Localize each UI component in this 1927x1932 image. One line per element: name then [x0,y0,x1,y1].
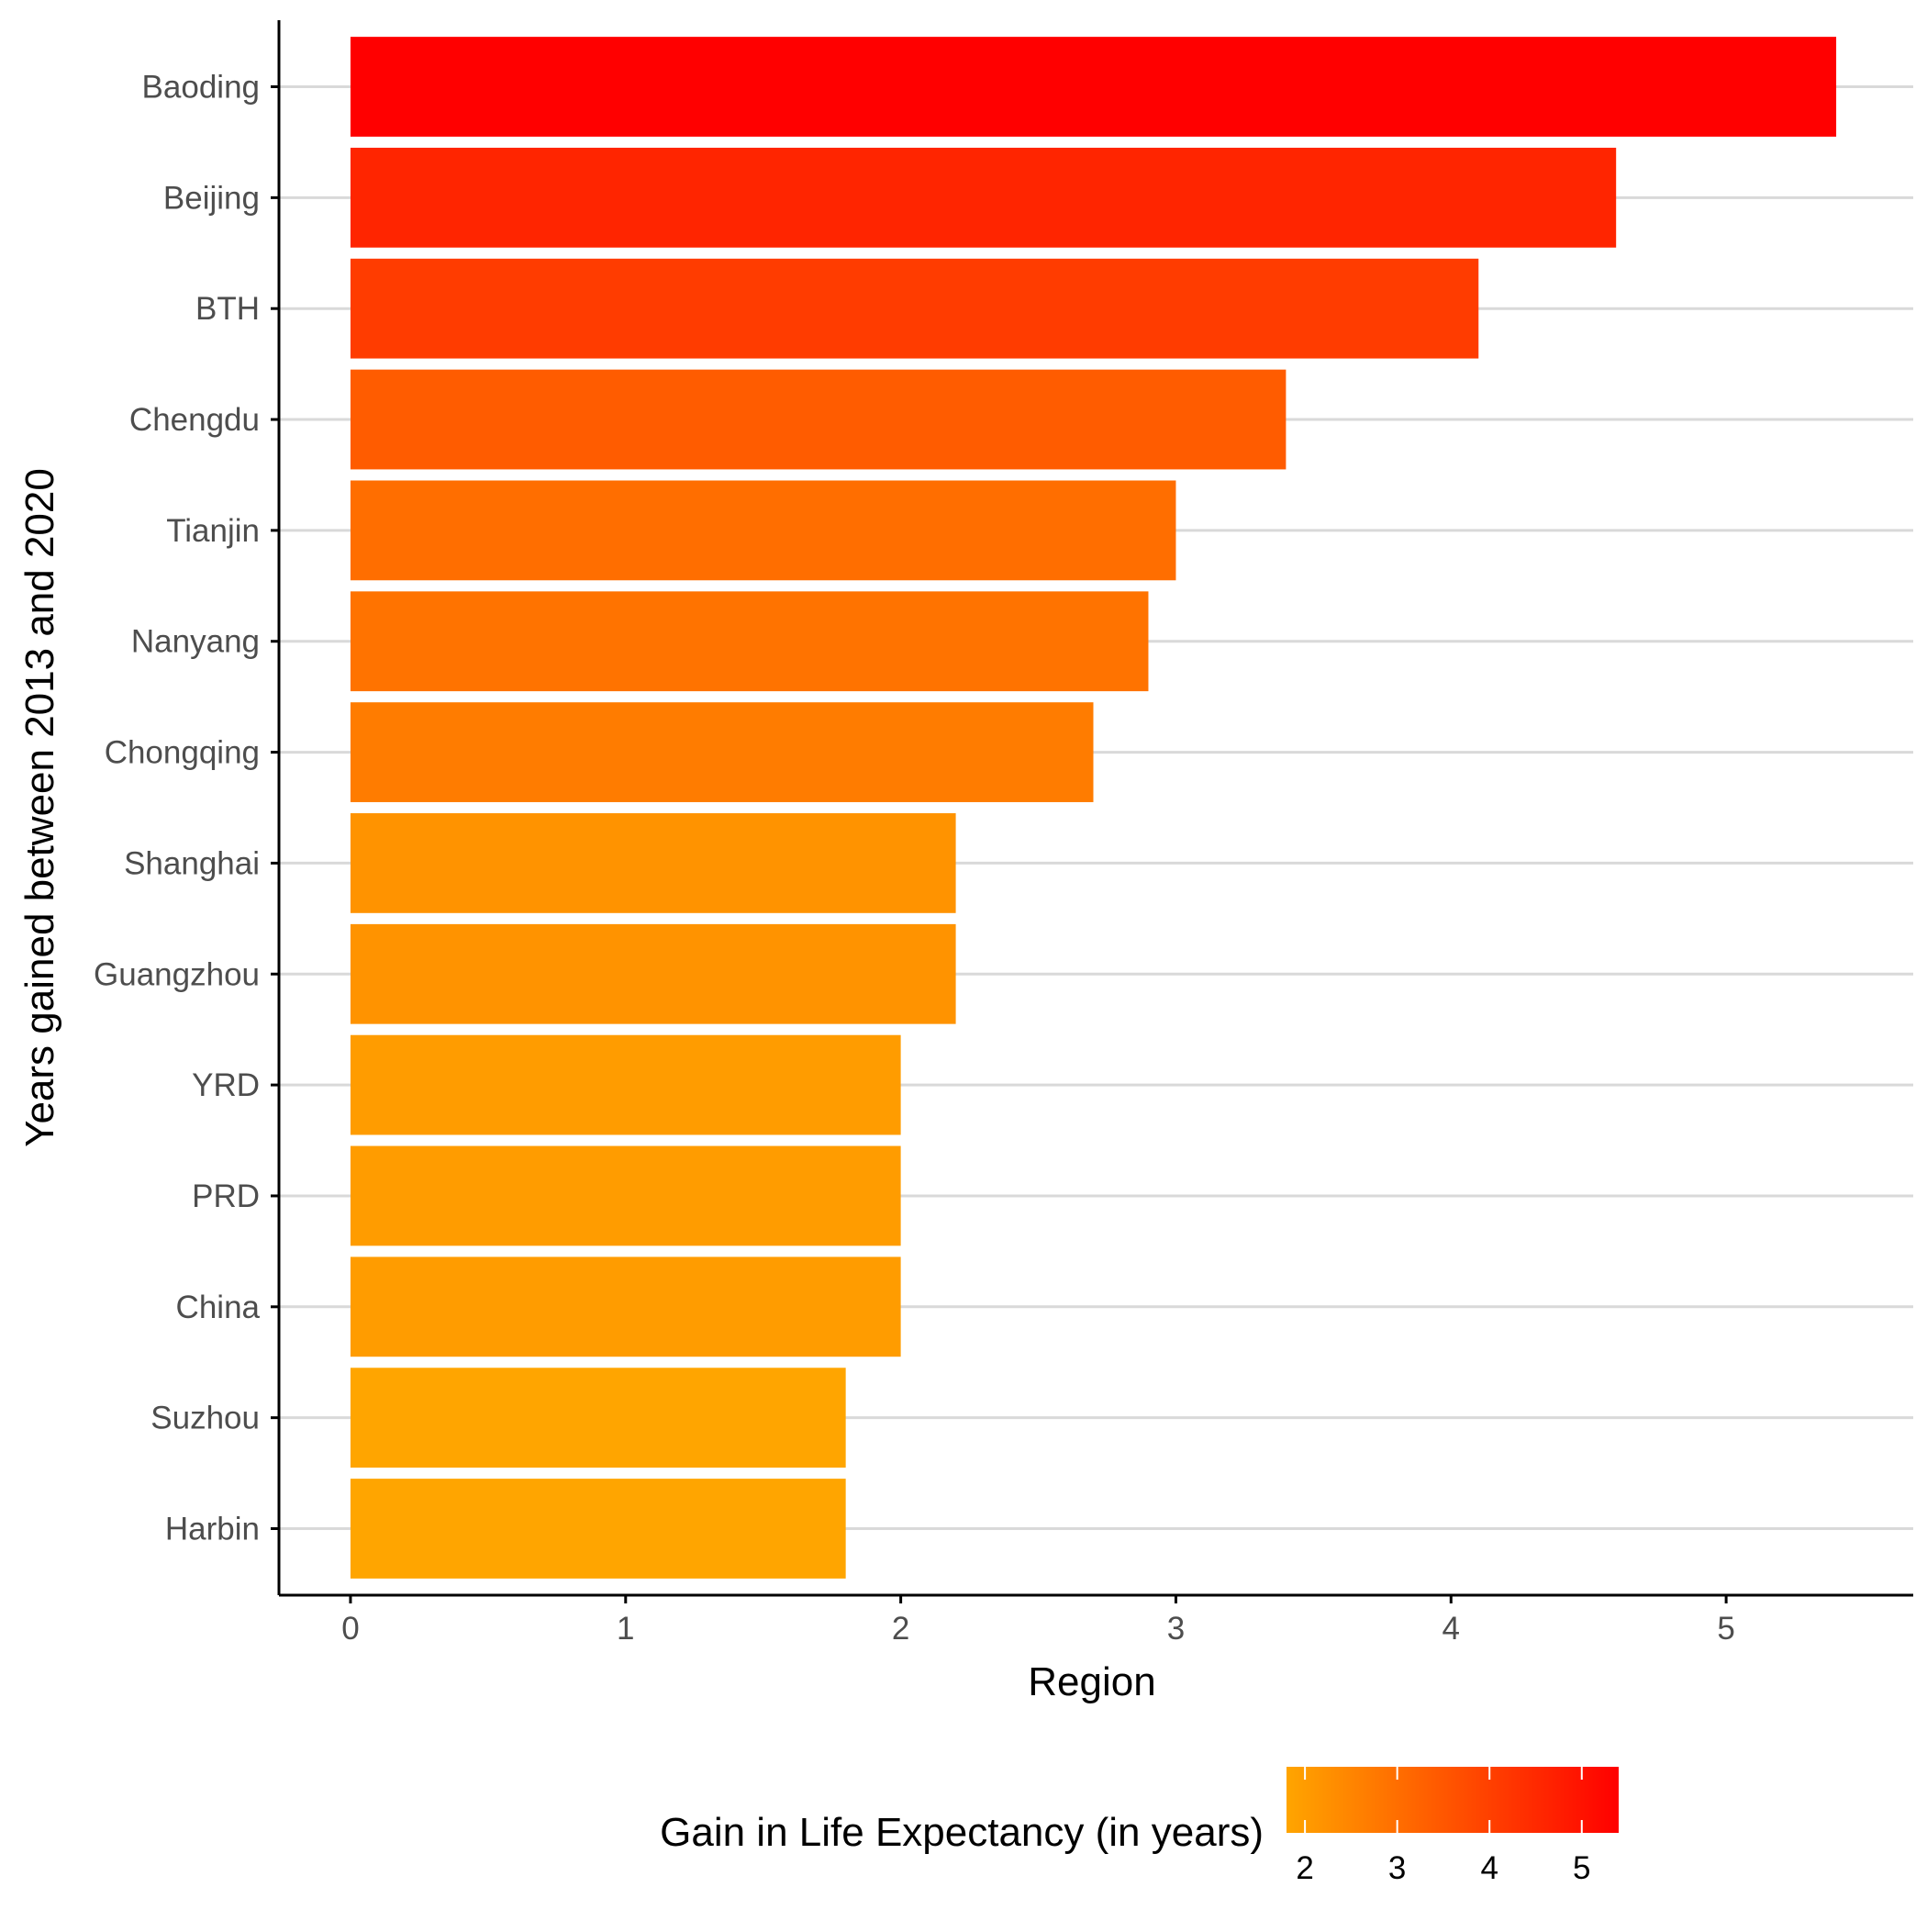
legend-tick-label-5: 5 [1573,1850,1590,1886]
axes: Baoding Beijing BTH Chengdu Tianjin Nanyang Ch… [94,20,1913,1647]
bar-harbin [350,1479,846,1579]
legend-tick-label-4: 4 [1480,1850,1498,1886]
bar-bth [350,258,1479,359]
bar-baoding [350,37,1837,137]
bars [350,37,1837,1579]
y-tick-label-suzhou: Suzhou [150,1401,260,1436]
y-tick-label-baoding: Baoding [142,70,260,106]
bar-beijing [350,147,1617,248]
bar-prd [350,1145,901,1246]
bar-chongqing [350,702,1094,802]
bar-chengdu [350,369,1287,470]
y-tick-label-bth: BTH [195,291,260,327]
x-tick-label-3: 3 [1167,1611,1185,1647]
y-tick-label-china: China [176,1290,261,1325]
y-tick-label-chongqing: Chongqing [105,735,260,771]
bar-suzhou [350,1368,846,1469]
x-tick-label-1: 1 [617,1611,634,1647]
y-tick-label-yrd: YRD [192,1067,260,1103]
legend-tick-label-3: 3 [1388,1850,1406,1886]
x-tick-label-2: 2 [892,1611,909,1647]
bar-tianjin [350,480,1176,581]
bar-guangzhou [350,923,956,1024]
bar-china [350,1256,901,1357]
y-tick-label-harbin: Harbin [165,1511,260,1547]
y-tick-label-beijing: Beijing [163,180,260,216]
y-axis-title: Years gained between 2013 and 2020 [17,468,62,1147]
y-tick-label-prd: PRD [192,1178,260,1214]
x-axis-title: Region [1028,1659,1155,1704]
y-tick-label-guangzhou: Guangzhou [94,956,260,992]
x-tick-label-0: 0 [341,1611,359,1647]
legend-tick-label-2: 2 [1296,1850,1313,1886]
y-tick-label-nanyang: Nanyang [131,624,260,660]
legend-title: Gain in Life Expectancy (in years) [660,1810,1264,1855]
legend: Gain in Life Expectancy (in years) 2 3 4 5 [660,1767,1619,1886]
legend-colorbar [1287,1767,1619,1833]
y-tick-label-shanghai: Shanghai [124,845,260,881]
bar-yrd [350,1034,901,1135]
x-tick-label-5: 5 [1717,1611,1734,1647]
bar-shanghai [350,813,956,913]
bar-nanyang [350,591,1149,692]
y-tick-label-chengdu: Chengdu [129,402,260,438]
x-tick-label-4: 4 [1442,1611,1460,1647]
y-tick-label-tianjin: Tianjin [166,513,260,549]
